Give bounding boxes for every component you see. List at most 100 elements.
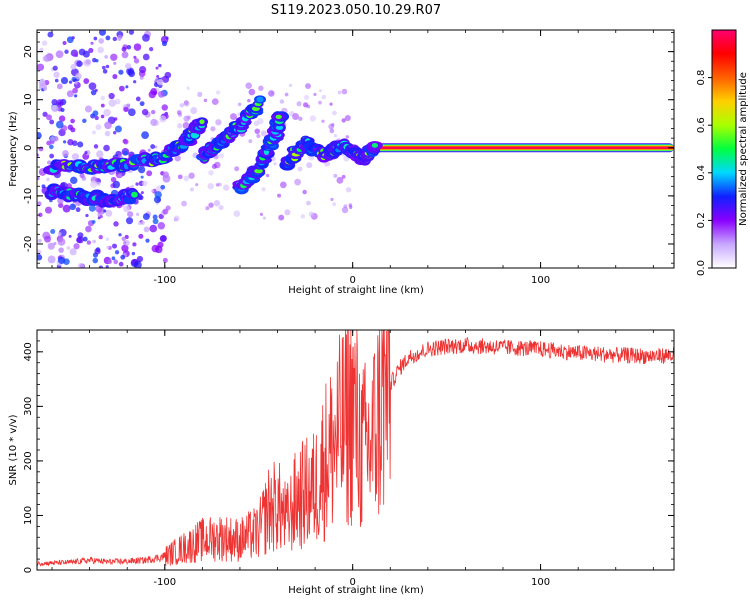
spectrogram-cell [273,162,277,166]
spectrogram-cell [162,257,168,263]
spectrogram-cell [74,72,82,80]
spectrogram-cell [181,200,187,207]
spectrogram-cell [152,218,159,225]
spectrogram-cell [122,51,129,58]
spectrogram-cell [182,122,190,129]
spectrogram-cell [57,237,66,246]
spectrogram-cell [41,78,45,82]
spectrogram-cell [298,116,303,121]
spectrogram-cell [44,206,53,214]
spectrogram-cell [284,209,291,216]
spectrogram-cell [118,85,125,92]
spectrogram-cell [284,92,289,97]
spectrogram-cell [186,115,191,120]
colorbar-tick-label: 0.0 [696,260,707,276]
x-tick-label: 0 [349,275,355,286]
spectrogram-cell [248,139,253,144]
spectrogram-cell [90,180,98,188]
spectrogram-cell [53,241,57,246]
spectrogram-frame [36,29,675,269]
spectrogram-cell [113,221,119,227]
spectrogram-cell [190,107,198,115]
spectrogram-cell [375,147,674,149]
spectrogram-cell [149,47,154,52]
spectrogram-cell [67,124,74,130]
spectrogram-cell [93,144,99,149]
spectrogram-cell [103,209,107,213]
spectrogram-cell [156,74,160,79]
spectrogram-cell [106,245,110,249]
spectrogram-cell [133,80,137,84]
spectrogram-cell [348,203,353,208]
spectrogram-cell [208,170,214,176]
spectrogram-cell [47,242,55,250]
spectrogram-cell [70,64,77,70]
spectrogram-cell [97,46,104,54]
spectrogram-cell [218,153,225,159]
spectrogram-cell [318,100,322,105]
spectrogram-cell [127,197,133,203]
spectrogram-cell [254,168,263,174]
spectrogram-cell [140,175,144,179]
spectrogram-cell [245,82,252,89]
snr-x-label: Height of straight line (km) [288,585,424,596]
y-tick-label: 200 [23,451,34,470]
spectrogram-cell [145,238,150,243]
spectrogram-cell [278,214,285,221]
spectrogram-cell [67,139,74,146]
spectrogram-x-label: Height of straight line (km) [288,285,424,296]
spectrogram-cell [104,55,108,59]
spectrogram-cell [105,64,110,69]
spectrogram-cell [341,88,348,95]
spectrogram-cell [121,244,129,252]
spectrogram-cell [101,65,106,70]
spectrogram-cell [58,247,64,253]
spectrogram-cell [333,173,338,178]
spectrogram-cell [127,108,136,117]
spectrogram-cell [118,261,124,267]
spectrogram-cell [77,232,84,239]
spectrogram-cell [177,123,183,129]
spectrogram-cell [321,94,327,100]
spectrogram-cell [68,80,73,84]
spectrogram-cell [104,130,111,137]
spectrogram-cell [199,119,205,125]
spectrogram-cell [118,233,122,237]
spectrogram-cell [127,211,134,218]
spectrogram-cell [82,50,90,58]
y-tick-label: -10 [23,188,34,204]
spectrogram-cell [131,184,135,188]
spectrogram-cell [66,90,74,98]
y-tick-label: 300 [23,397,34,416]
spectrogram-cell [54,78,59,83]
spectrogram-cell [71,140,78,147]
spectrogram-cell [88,204,96,212]
spectrogram-cell [150,144,156,149]
spectrogram-cell [56,83,63,90]
colorbar-tick-label: 0.8 [696,70,707,86]
spectrogram-cell [142,213,150,221]
x-tick-label: 0 [349,577,355,588]
spectrogram-cell [77,141,84,148]
spectrogram-cell [75,207,81,213]
spectrogram-cell [37,131,42,140]
spectrogram-cell [105,265,109,268]
snr-y-label: SNR (10 * v/v) [8,414,19,485]
spectrogram-cell [41,40,48,46]
spectrogram-cell [60,76,69,85]
spectrogram-cell [136,255,144,263]
spectrogram-cell [257,118,264,125]
spectrogram-cell [140,220,145,226]
spectrogram-cell [131,191,138,198]
spectrogram-cell [117,37,122,42]
spectrogram-cell [330,197,334,202]
spectrogram-cell [333,134,337,138]
spectrogram-cell [93,36,98,41]
spectrogram-cell [52,65,58,71]
spectrogram-cell [303,102,309,108]
spectrogram-cell [47,255,56,264]
spectrogram-cell [297,166,303,172]
spectrogram-y-ticks: -20 -10 0 10 20 [23,32,674,264]
spectrogram-cell [98,38,104,44]
